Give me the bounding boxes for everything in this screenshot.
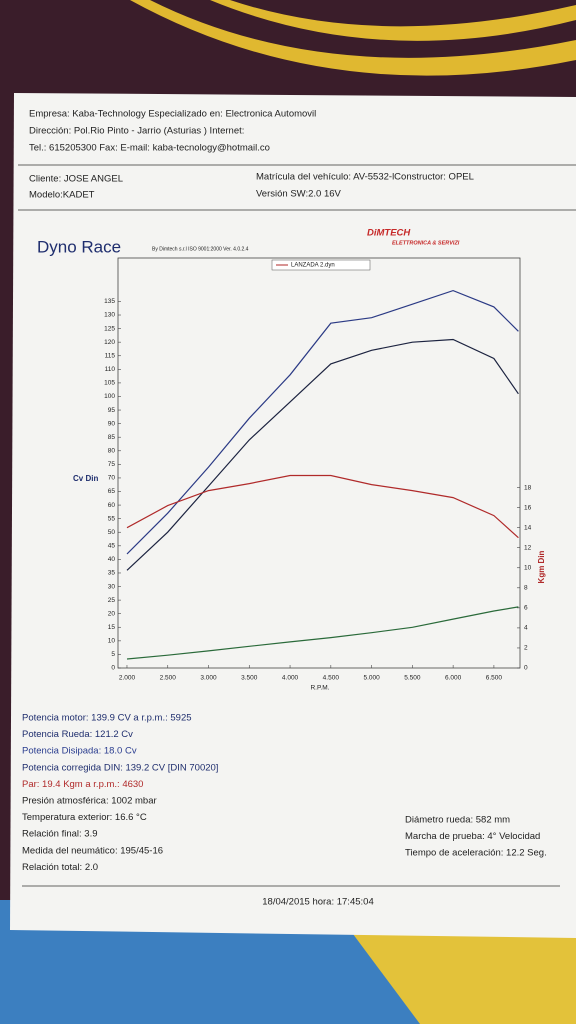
x-tick-label: 5.500 [404, 675, 421, 682]
paper [10, 93, 576, 938]
x-tick-label: 4.000 [282, 675, 299, 682]
decor [350, 930, 576, 1024]
result-line: Temperatura exterior: 16.6 °C [22, 812, 147, 823]
y-tick-label: 20 [108, 610, 116, 617]
x-tick-label: 4.500 [323, 675, 340, 682]
y-tick-label: 100 [104, 393, 115, 400]
y2-tick-label: 4 [524, 625, 528, 632]
y2-tick-label: 18 [524, 484, 532, 491]
y-tick-label: 135 [104, 298, 115, 305]
y-tick-label: 10 [108, 638, 116, 645]
y-tick-label: 60 [108, 502, 116, 509]
x-tick-label: 2.500 [160, 675, 177, 682]
result-line: Marcha de prueba: 4° Velocidad [405, 831, 540, 842]
decor [210, 0, 576, 41]
series-line [126, 338, 519, 571]
y2-axis-label: Kgm Din [537, 550, 546, 583]
y-tick-label: 80 [108, 448, 116, 455]
y-tick-label: 75 [108, 461, 116, 468]
y2-tick-label: 10 [524, 564, 532, 571]
y-tick-label: 55 [108, 515, 116, 522]
client-field: Modelo:KADET [29, 190, 95, 201]
x-tick-label: 2.000 [119, 675, 136, 682]
y2-tick-label: 16 [524, 504, 532, 511]
x-tick-label: 6.500 [486, 675, 503, 682]
y2-tick-label: 8 [524, 585, 528, 592]
result-line: Potencia Rueda: 121.2 Cv [22, 729, 133, 740]
result-line: Tiempo de aceleración: 12.2 Seg. [405, 848, 547, 859]
y-tick-label: 15 [108, 624, 116, 631]
series-line [126, 606, 519, 660]
x-tick-label: 5.000 [363, 675, 380, 682]
y-tick-label: 120 [104, 339, 115, 346]
y-tick-label: 90 [108, 420, 116, 427]
result-line: Medida del neumático: 195/45-16 [22, 845, 163, 856]
result-line: Presión atmosférica: 1002 mbar [22, 796, 157, 807]
y-tick-label: 105 [104, 380, 115, 387]
y-tick-label: 130 [104, 312, 115, 319]
header-line: Empresa: Kaba-Technology Especializado e… [29, 109, 316, 120]
result-line: Potencia corregida DIN: 139.2 CV [DIN 70… [22, 762, 218, 773]
plot-area [117, 257, 521, 669]
y-tick-label: 115 [105, 352, 116, 359]
y-tick-label: 45 [108, 543, 116, 550]
x-tick-label: 6.000 [445, 675, 462, 682]
logo: DiMTECH [367, 228, 411, 239]
series-line [126, 474, 519, 539]
y-tick-label: 25 [108, 597, 116, 604]
y-tick-label: 125 [104, 325, 115, 332]
y2-tick-label: 6 [524, 605, 528, 612]
y-tick-label: 85 [108, 434, 116, 441]
y2-tick-label: 0 [524, 665, 528, 672]
footer: 18/04/2015 hora: 17:45:04 [262, 897, 373, 908]
result-line: Relación final: 3.9 [22, 829, 98, 840]
y-axis-label: Cv Din [73, 474, 98, 483]
chart-subtitle: By Dimtech s.r.l ISO 9001:2000 Ver. 4.0.… [152, 246, 249, 252]
y-tick-label: 110 [105, 366, 116, 373]
y-tick-label: 65 [108, 488, 116, 495]
y-tick-label: 50 [108, 529, 116, 536]
y-tick-label: 95 [108, 407, 116, 414]
header-line: Dirección: Pol.Rio Pinto - Jarrio (Astur… [29, 126, 244, 137]
y-tick-label: 5 [111, 651, 115, 658]
logo-tagline: ELETTRONICA & SERVIZI [392, 240, 460, 246]
series-line [126, 289, 519, 555]
chart-title: Dyno Race [37, 237, 121, 256]
vehicle-field: Versión SW:2.0 16V [256, 189, 342, 200]
result-line: Potencia Disipada: 18.0 Cv [22, 746, 137, 757]
decor [130, 0, 576, 76]
x-tick-label: 3.000 [200, 675, 217, 682]
y-tick-label: 0 [111, 665, 115, 672]
y-tick-label: 30 [108, 583, 116, 590]
y2-tick-label: 14 [524, 524, 532, 531]
x-axis-label: R.P.M. [310, 685, 329, 692]
result-line: Diámetro rueda: 582 mm [405, 815, 510, 826]
client-field: Cliente: JOSE ANGEL [29, 174, 123, 185]
result-line: Par: 19.4 Kgm a r.p.m.: 4630 [22, 779, 143, 790]
result-line: Potencia motor: 139.9 CV a r.p.m.: 5925 [22, 713, 192, 724]
y-tick-label: 35 [108, 570, 116, 577]
legend-label: LANZADA 2.dyn [291, 263, 335, 269]
result-line: Relación total: 2.0 [22, 862, 98, 873]
y-tick-label: 40 [108, 556, 116, 563]
x-tick-label: 3.500 [241, 675, 258, 682]
legend-box [271, 259, 371, 271]
y2-tick-label: 2 [524, 645, 528, 652]
header-line: Tel.: 615205300 Fax: E-mail: kaba-tecnol… [29, 143, 270, 154]
y-tick-label: 70 [108, 475, 116, 482]
vehicle-field: Matrícula del vehículo: AV-5532-lConstru… [256, 172, 474, 183]
y2-tick-label: 12 [524, 544, 532, 551]
